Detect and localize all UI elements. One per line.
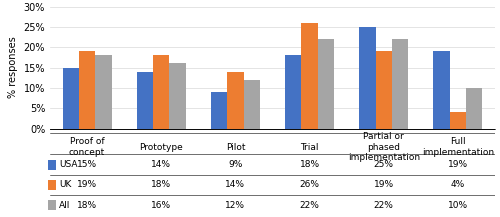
- Text: All: All: [60, 201, 70, 210]
- Bar: [466, 88, 482, 128]
- Bar: [211, 92, 228, 128]
- Text: Partial or
phased
implementation: Partial or phased implementation: [348, 132, 420, 162]
- FancyBboxPatch shape: [48, 160, 56, 170]
- Text: USA: USA: [60, 160, 78, 169]
- Bar: [62, 67, 79, 128]
- Text: Full
implementation: Full implementation: [422, 137, 494, 157]
- Y-axis label: % responses: % responses: [8, 37, 18, 98]
- Text: 10%: 10%: [448, 201, 468, 210]
- Text: 22%: 22%: [300, 201, 320, 210]
- FancyBboxPatch shape: [48, 180, 56, 190]
- Text: 18%: 18%: [151, 180, 172, 189]
- Bar: [318, 39, 334, 128]
- Text: UK: UK: [60, 180, 72, 189]
- Bar: [450, 112, 466, 128]
- Bar: [376, 51, 392, 128]
- Text: 16%: 16%: [151, 201, 172, 210]
- Bar: [434, 51, 450, 128]
- Bar: [170, 63, 186, 128]
- Text: 25%: 25%: [374, 160, 394, 169]
- Text: 26%: 26%: [300, 180, 320, 189]
- Bar: [244, 80, 260, 128]
- Text: 12%: 12%: [226, 201, 246, 210]
- Text: 18%: 18%: [300, 160, 320, 169]
- Text: Pilot: Pilot: [226, 143, 245, 151]
- Text: 19%: 19%: [374, 180, 394, 189]
- Text: 9%: 9%: [228, 160, 242, 169]
- Bar: [79, 51, 95, 128]
- Bar: [302, 23, 318, 128]
- Text: Proof of
concept: Proof of concept: [69, 137, 105, 157]
- Text: 18%: 18%: [77, 201, 97, 210]
- Text: 19%: 19%: [448, 160, 468, 169]
- Bar: [392, 39, 408, 128]
- Bar: [153, 55, 170, 128]
- Bar: [95, 55, 112, 128]
- Text: 4%: 4%: [451, 180, 465, 189]
- Text: 14%: 14%: [226, 180, 246, 189]
- Text: Prototype: Prototype: [140, 143, 183, 151]
- Text: 14%: 14%: [151, 160, 171, 169]
- Text: 22%: 22%: [374, 201, 394, 210]
- Text: 19%: 19%: [77, 180, 97, 189]
- Bar: [285, 55, 302, 128]
- Text: 15%: 15%: [77, 160, 97, 169]
- Bar: [137, 72, 153, 128]
- Text: Trial: Trial: [300, 143, 319, 151]
- Bar: [228, 72, 244, 128]
- FancyBboxPatch shape: [48, 200, 56, 210]
- Bar: [360, 27, 376, 128]
